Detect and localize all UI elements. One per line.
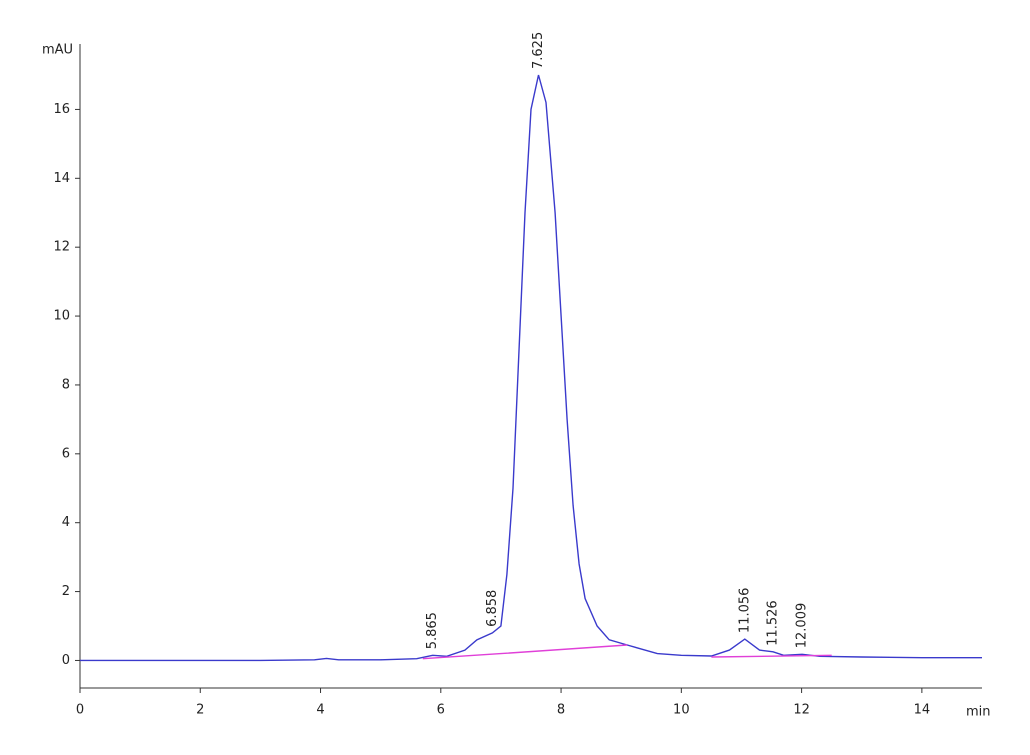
- y-tick-label: 4: [62, 515, 70, 530]
- y-axis-label: mAU: [42, 43, 73, 58]
- baseline: [422, 644, 832, 660]
- y-tick-label: 6: [62, 446, 70, 461]
- x-tick-label: 14: [914, 703, 931, 718]
- peak-label: 6.858: [485, 590, 500, 627]
- y-tick-label: 14: [53, 171, 70, 186]
- x-axis-label: min: [966, 705, 991, 720]
- x-tick-label: 12: [793, 703, 810, 718]
- x-tick-label: 4: [316, 703, 324, 718]
- peak-label: 7.625: [531, 32, 546, 69]
- y-tick-label: 2: [62, 584, 70, 599]
- x-tick-label: 2: [196, 703, 204, 718]
- x-tick-label: 8: [557, 703, 565, 718]
- x-tick-label: 0: [76, 703, 84, 718]
- peak-label: 11.056: [737, 588, 752, 634]
- y-tick-label: 0: [62, 653, 70, 668]
- x-tick-label: 6: [437, 703, 445, 718]
- peak-label: 5.865: [425, 612, 440, 649]
- y-tick-label: 12: [53, 240, 70, 255]
- y-tick-label: 16: [53, 102, 70, 117]
- y-tick-label: 8: [62, 377, 70, 392]
- signal-trace: [80, 74, 982, 662]
- peak-label: 11.526: [766, 600, 781, 646]
- y-tick-label: 10: [53, 309, 70, 324]
- x-tick-label: 10: [673, 703, 690, 718]
- peak-label: 12.009: [795, 603, 810, 649]
